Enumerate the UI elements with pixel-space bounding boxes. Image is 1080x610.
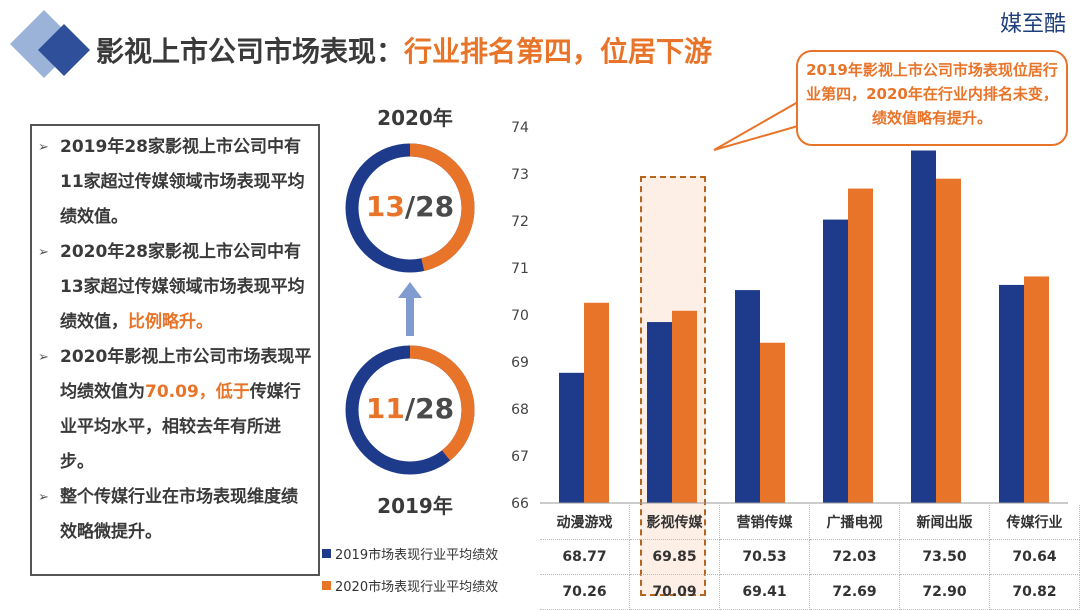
bar-2020 bbox=[848, 188, 873, 503]
legend-label: 2019市场表现行业平均绩效 bbox=[335, 547, 499, 563]
bar-2020 bbox=[936, 178, 961, 503]
bar-2019 bbox=[559, 372, 584, 503]
data-label: 73.50 bbox=[899, 539, 990, 575]
y-tick-label: 66 bbox=[511, 496, 529, 508]
title-diamond-icon bbox=[10, 10, 90, 78]
y-tick-label: 69 bbox=[511, 355, 529, 371]
ring-2019-year: 2019年 bbox=[377, 494, 453, 518]
ring-charts bbox=[345, 143, 475, 475]
bullet-highlight: 70.09，低于 bbox=[145, 382, 250, 402]
legend-label: 2020市场表现行业平均绩效 bbox=[335, 579, 499, 595]
bullet-highlight: 比例略升。 bbox=[128, 312, 213, 332]
legend-entry: 2019市场表现行业平均绩效 bbox=[322, 537, 498, 569]
legend-swatch bbox=[322, 548, 331, 558]
bullet-item: ➢ 2019年28家影视上市公司中有11家超过传媒领域市场表现平均绩效值。 bbox=[38, 130, 312, 235]
ring-2020-segment bbox=[345, 143, 475, 273]
data-label: 70.09 bbox=[629, 574, 720, 610]
ring-2020-year: 2020年 bbox=[377, 106, 453, 130]
brand-logo: 媒至酷 bbox=[999, 12, 1066, 37]
bullet-text: 2020年28家影视上市公司中有13家超过传媒领域市场表现平均绩效值，比例略升。 bbox=[60, 235, 312, 340]
bullet-text: 2019年28家影视上市公司中有11家超过传媒领域市场表现平均绩效值。 bbox=[60, 130, 312, 235]
bullet-item: ➢ 2020年影视上市公司市场表现平均绩效值为70.09，低于传媒行业平均水平，相… bbox=[38, 340, 312, 480]
bullet-arrow-icon: ➢ bbox=[38, 140, 49, 155]
bar-chart: 66 67 68 69 70 71 72 73 74 bbox=[511, 120, 1068, 508]
bullet-text: 2020年影视上市公司市场表现平均绩效值为70.09，低于传媒行业平均水平，相较… bbox=[60, 340, 312, 480]
legend-entry: 2020市场表现行业平均绩效 bbox=[322, 569, 498, 601]
bullet-segment: 整个传媒行业在市场表现维度绩效略微提升。 bbox=[60, 487, 298, 542]
bullet-item: ➢ 整个传媒行业在市场表现维度绩效略微提升。 bbox=[38, 480, 312, 550]
y-tick-label: 72 bbox=[511, 214, 529, 230]
bullet-arrow-icon: ➢ bbox=[38, 490, 49, 505]
bar-2019 bbox=[999, 284, 1024, 503]
data-label: 69.85 bbox=[629, 539, 720, 575]
bar-2019 bbox=[735, 290, 760, 503]
bar-2020 bbox=[760, 342, 785, 503]
bar-2020 bbox=[584, 302, 609, 503]
page-title: 影视上市公司市场表现：行业排名第四，位居下游 bbox=[96, 30, 712, 70]
bar-2020 bbox=[672, 310, 697, 503]
y-tick-label: 67 bbox=[511, 449, 529, 465]
bar-2019 bbox=[647, 322, 672, 503]
bullet-item: ➢ 2020年28家影视上市公司中有13家超过传媒领域市场表现平均绩效值，比例略升… bbox=[38, 235, 312, 340]
data-label: 68.77 bbox=[540, 539, 630, 575]
bullet-segment: 传媒行业平均水平，相较去年有所进步。 bbox=[60, 382, 301, 472]
x-tick-label: 传媒行业 bbox=[989, 505, 1080, 540]
ring-2019-fraction: 11/28 bbox=[365, 392, 455, 425]
bullet-segment: 2020年影视上市公司市场表现平均绩效值为 bbox=[60, 347, 312, 402]
bar-2019 bbox=[911, 150, 936, 503]
data-label: 70.53 bbox=[719, 539, 810, 575]
y-tick-label: 68 bbox=[511, 402, 529, 418]
x-tick-label: 新闻出版 bbox=[899, 505, 990, 540]
bar-2019 bbox=[823, 219, 848, 503]
up-arrow-icon bbox=[398, 282, 422, 336]
data-label: 70.26 bbox=[540, 574, 630, 610]
bullet-text: 整个传媒行业在市场表现维度绩效略微提升。 bbox=[60, 480, 312, 550]
y-tick-label: 73 bbox=[511, 167, 529, 183]
data-table: 动漫游戏 影视传媒 营销传媒 广播电视 新闻出版 传媒行业 68.77 69.85 70.53 7… bbox=[540, 505, 1080, 610]
x-tick-label: 营销传媒 bbox=[719, 505, 810, 540]
bullet-segment: 2019年28家影视上市公司中有11家超过传媒领域市场表现平均绩效值。 bbox=[60, 137, 305, 227]
bullet-arrow-icon: ➢ bbox=[38, 245, 49, 260]
y-tick-label: 70 bbox=[511, 308, 529, 324]
ring-2019-segment bbox=[345, 345, 475, 475]
data-label: 72.69 bbox=[809, 574, 900, 610]
legend-swatch bbox=[322, 580, 331, 590]
bar-2020 bbox=[1024, 276, 1049, 503]
data-label: 70.82 bbox=[989, 574, 1080, 610]
y-tick-label: 74 bbox=[511, 120, 529, 136]
x-tick-label: 动漫游戏 bbox=[540, 505, 630, 540]
bullet-segment: 2020年28家影视上市公司中有13家超过传媒领域市场表现平均绩效值， bbox=[60, 242, 305, 332]
data-label: 72.90 bbox=[899, 574, 990, 610]
data-label: 72.03 bbox=[809, 539, 900, 575]
page-title-highlight: 行业排名第四，位居下游 bbox=[404, 35, 713, 68]
y-tick-label: 71 bbox=[511, 261, 529, 277]
callout-box: 2019年影视上市公司市场表现位居行业第四，2020年在行业内排名未变，绩效值略… bbox=[796, 50, 1068, 146]
page-title-main: 影视上市公司市场表现： bbox=[96, 35, 405, 68]
data-label: 70.64 bbox=[989, 539, 1080, 575]
x-tick-label: 广播电视 bbox=[809, 505, 900, 540]
table-legend: 2019市场表现行业平均绩效 2020市场表现行业平均绩效 bbox=[322, 537, 498, 601]
summary-box: ➢ 2019年28家影视上市公司中有11家超过传媒领域市场表现平均绩效值。 ➢ 202… bbox=[30, 124, 320, 576]
x-tick-label: 影视传媒 bbox=[629, 505, 720, 540]
data-label: 69.41 bbox=[719, 574, 810, 610]
ring-2020-fraction: 13/28 bbox=[365, 190, 455, 223]
bullet-arrow-icon: ➢ bbox=[38, 350, 49, 365]
